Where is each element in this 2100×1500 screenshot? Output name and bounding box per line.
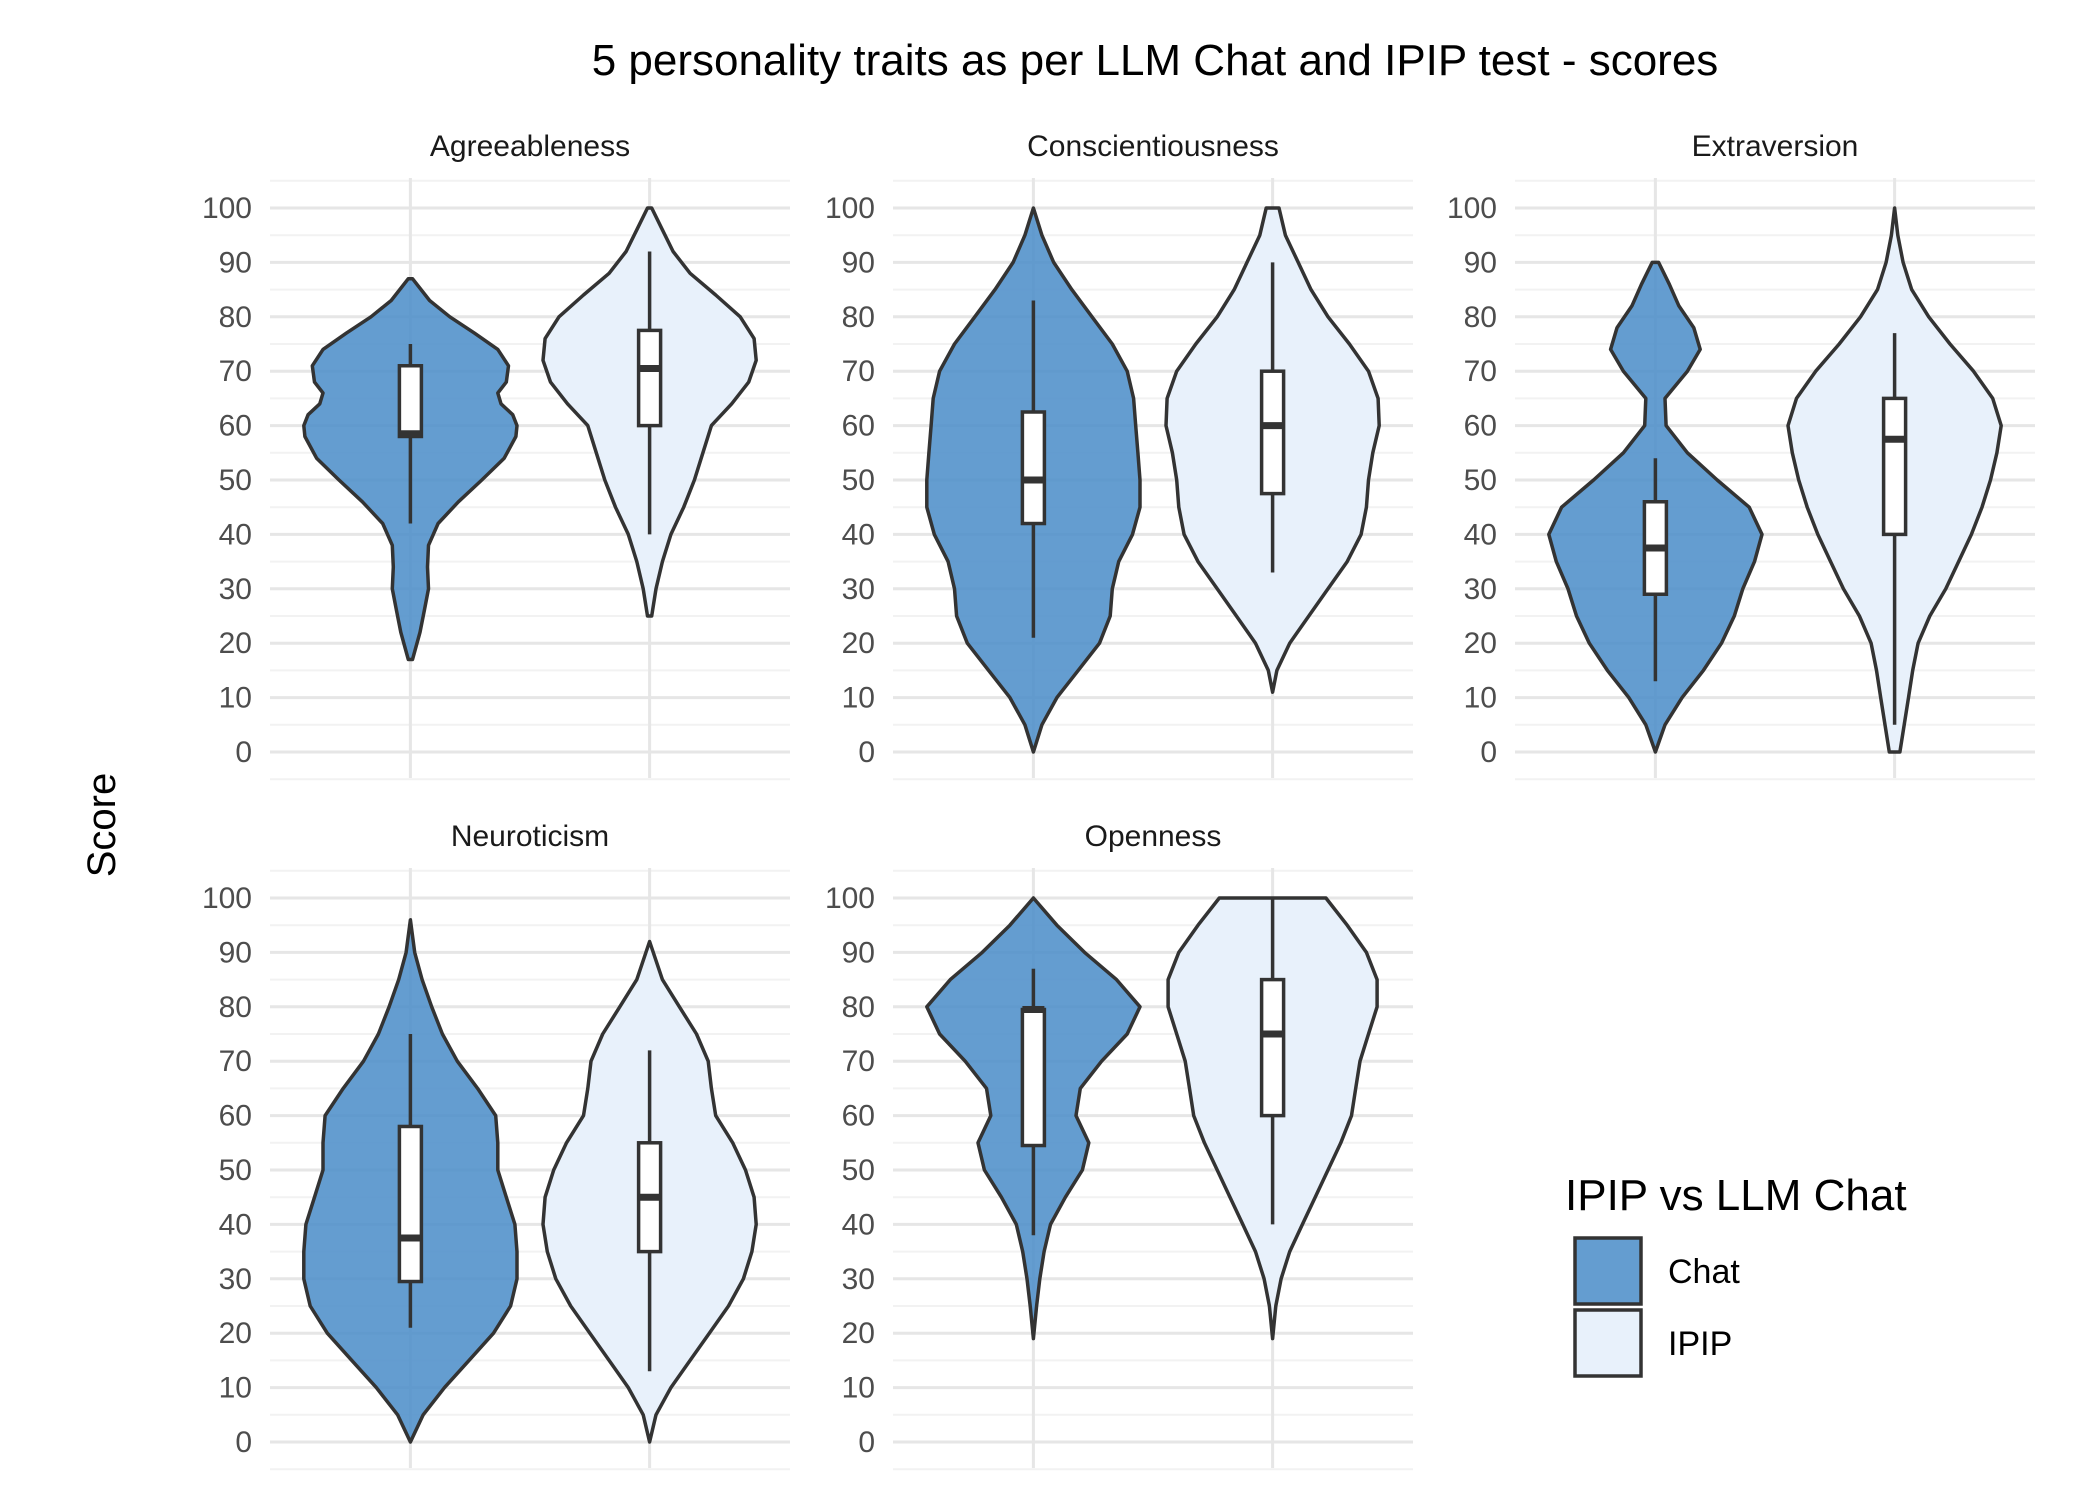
legend-label: IPIP [1668, 1325, 1732, 1363]
facet-panel: Openness 0 10 20 30 40 50 60 70 80 90 100 [825, 820, 1413, 1471]
y-tick-label: 40 [842, 518, 875, 551]
y-tick-label: 10 [842, 1372, 875, 1405]
legend-item: Chat [1573, 1236, 1740, 1306]
box-iqr [1259, 369, 1286, 496]
y-tick-label: 40 [219, 518, 252, 551]
y-tick-label: 30 [1464, 573, 1497, 606]
legend: IPIP vs LLM Chat Chat IPIP [1565, 1171, 1907, 1378]
box-iqr [1020, 1007, 1047, 1148]
y-tick-label: 70 [842, 355, 875, 388]
facet-panel: Agreeableness 0 10 20 30 40 50 60 70 80 90 100 [202, 130, 790, 781]
y-tick-label: 60 [842, 1100, 875, 1133]
y-tick-label: 80 [219, 991, 252, 1024]
y-tick-label: 40 [842, 1208, 875, 1241]
y-tick-label: 20 [842, 627, 875, 660]
y-tick-label: 30 [219, 1263, 252, 1296]
y-tick-label: 70 [1464, 355, 1497, 388]
facet-strip-label: Agreeableness [430, 130, 630, 163]
chart-title: 5 personality traits as per LLM Chat and… [592, 36, 1719, 85]
facet-panel: Conscientiousness 0 10 20 30 40 50 60 70 80 90 100 [825, 130, 1413, 781]
y-tick-label: 50 [219, 1154, 252, 1187]
y-tick-label: 100 [202, 882, 252, 915]
y-tick-label: 100 [1447, 192, 1497, 225]
y-tick-label: 40 [1464, 518, 1497, 551]
y-tick-label: 30 [842, 1263, 875, 1296]
y-tick-label: 100 [202, 192, 252, 225]
y-tick-label: 90 [842, 936, 875, 969]
y-tick-label: 40 [219, 1208, 252, 1241]
facet-strip-label: Conscientiousness [1027, 130, 1279, 163]
y-tick-label: 10 [1464, 682, 1497, 715]
box-iqr [1881, 396, 1908, 537]
y-tick-label: 0 [1480, 736, 1497, 769]
y-tick-label: 20 [1464, 627, 1497, 660]
y-tick-label: 0 [858, 1426, 875, 1459]
facet-strip-label: Neuroticism [451, 820, 609, 853]
facet-strip-label: Openness [1085, 820, 1222, 853]
y-tick-label: 50 [219, 464, 252, 497]
y-tick-label: 90 [219, 246, 252, 279]
y-tick-label: 10 [219, 1372, 252, 1405]
y-tick-label: 30 [842, 573, 875, 606]
y-tick-label: 50 [842, 1154, 875, 1187]
y-tick-label: 70 [219, 1045, 252, 1078]
box-iqr [397, 364, 424, 439]
y-tick-label: 50 [1464, 464, 1497, 497]
y-tick-label: 30 [219, 573, 252, 606]
facet-panel: Neuroticism 0 10 20 30 40 50 60 70 80 90 100 [202, 820, 790, 1471]
legend-label: Chat [1668, 1253, 1740, 1291]
legend-swatch [1573, 1308, 1643, 1378]
y-tick-label: 80 [1464, 301, 1497, 334]
legend-swatch [1573, 1236, 1643, 1306]
y-tick-label: 0 [235, 736, 252, 769]
y-tick-label: 70 [842, 1045, 875, 1078]
y-tick-label: 90 [219, 936, 252, 969]
legend-title: IPIP vs LLM Chat [1565, 1171, 1907, 1220]
y-tick-label: 100 [825, 882, 875, 915]
legend-item: IPIP [1573, 1308, 1732, 1378]
y-tick-label: 70 [219, 355, 252, 388]
y-tick-label: 60 [219, 410, 252, 443]
y-tick-label: 90 [1464, 246, 1497, 279]
y-tick-label: 80 [842, 991, 875, 1024]
facet-panels: Agreeableness0102030405060708090100Consc… [202, 130, 2035, 1471]
y-tick-label: 100 [825, 192, 875, 225]
box-iqr [636, 328, 663, 428]
y-tick-label: 60 [219, 1100, 252, 1133]
y-tick-label: 90 [842, 246, 875, 279]
y-tick-label: 0 [858, 736, 875, 769]
y-tick-label: 10 [842, 682, 875, 715]
y-tick-label: 80 [842, 301, 875, 334]
y-tick-label: 80 [219, 301, 252, 334]
y-axis-label: Score [80, 773, 124, 878]
y-tick-label: 60 [1464, 410, 1497, 443]
y-tick-label: 20 [219, 627, 252, 660]
y-tick-label: 20 [842, 1317, 875, 1350]
box-iqr [1259, 977, 1286, 1118]
facet-strip-label: Extraversion [1692, 130, 1859, 163]
box-iqr [397, 1124, 424, 1284]
y-tick-label: 10 [219, 682, 252, 715]
y-tick-label: 60 [842, 410, 875, 443]
y-tick-label: 50 [842, 464, 875, 497]
legend-items: Chat IPIP [1573, 1236, 1740, 1378]
facet-panel: Extraversion 0 10 20 30 40 50 60 70 80 90 100 [1447, 130, 2035, 781]
y-tick-label: 20 [219, 1317, 252, 1350]
y-tick-label: 0 [235, 1426, 252, 1459]
box-iqr [1020, 410, 1047, 526]
